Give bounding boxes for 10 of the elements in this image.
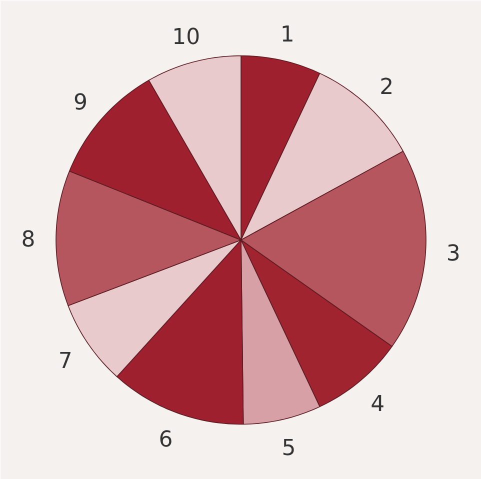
slice-label: 9: [74, 90, 88, 116]
slice-label: 6: [158, 428, 173, 453]
slice-label: 8: [21, 228, 36, 253]
slice-label: 3: [446, 241, 460, 266]
slice-label: 10: [172, 24, 200, 50]
slice-label: 7: [58, 349, 72, 374]
slice-label: 5: [282, 436, 296, 461]
slice-label: 2: [380, 75, 394, 100]
slice-label: 4: [370, 392, 385, 417]
slice-label: 1: [280, 22, 294, 48]
